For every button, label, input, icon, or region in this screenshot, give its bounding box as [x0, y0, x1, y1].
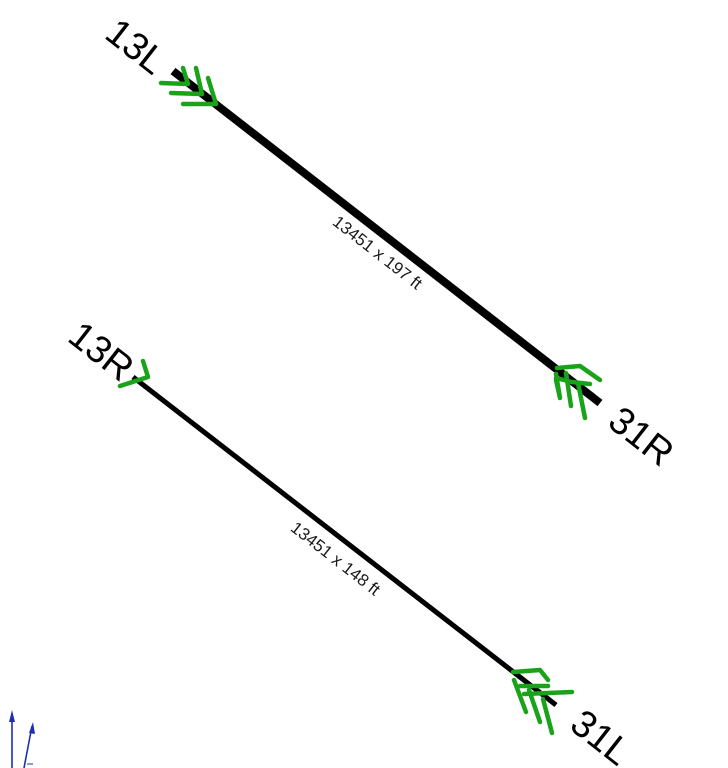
- runway-end-label-13l: 13L: [97, 11, 173, 83]
- runway-13l-31r-strip[interactable]: [173, 71, 600, 403]
- runway-end-label-31l: 31L: [562, 702, 638, 768]
- north-arrow-icon: [9, 710, 35, 768]
- runway-13l-31r[interactable]: 13L 31R 13451 x 197 ft: [97, 11, 681, 475]
- runway-end-label-31r: 31R: [600, 399, 681, 475]
- runway-end-label-13r: 13R: [60, 314, 141, 390]
- runway-13r-31l-strip[interactable]: [133, 377, 556, 705]
- runway-13r-31l[interactable]: 13R 31L 13451 x 148 ft: [60, 314, 638, 768]
